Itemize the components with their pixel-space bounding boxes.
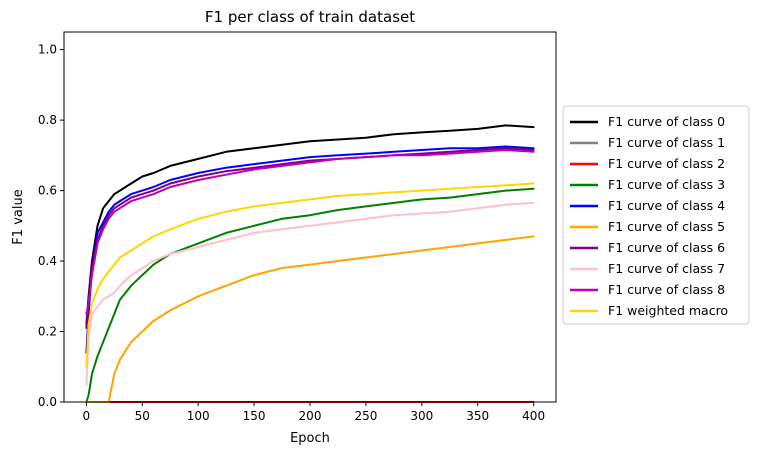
legend-box [562,105,750,325]
y-tick-label: 0.6 [38,184,57,198]
x-tick-label: 200 [299,409,322,423]
series-line-6 [85,147,535,329]
x-axis: 0 50 100 150 200 250 300 350 400 [83,402,545,423]
x-tick-label: 400 [522,409,545,423]
series-line-8 [85,149,535,315]
x-tick-label: 50 [135,409,150,423]
series-line-0 [85,124,535,326]
legend-label-5: F1 curve of class 5 [608,219,725,234]
legend-label-8: F1 curve of class 8 [608,282,725,297]
x-tick-label: 100 [187,409,210,423]
legend-label-0: F1 curve of class 0 [608,114,725,129]
chart-title: F1 per class of train dataset [205,8,415,26]
y-tick-label: 0.2 [38,325,57,339]
x-tick-label: 300 [410,409,433,423]
x-tick-label: 150 [243,409,266,423]
y-axis-label: F1 value [11,189,26,244]
series-line-3 [85,187,535,403]
y-tick-label: 0.8 [38,113,57,127]
series-line-9 [85,182,535,368]
legend-label-4: F1 curve of class 4 [608,198,725,213]
x-tick-label: 250 [354,409,377,423]
plot-lines [85,124,535,403]
legend-label-1: F1 curve of class 1 [608,135,725,150]
y-axis: 0.0 0.2 0.4 0.6 0.8 1.0 [38,43,64,409]
legend-label-6: F1 curve of class 6 [608,240,725,255]
x-tick-label: 350 [466,409,489,423]
legend-label-9: F1 weighted macro [608,303,728,318]
y-tick-label: 1.0 [38,43,57,57]
x-tick-label: 0 [83,409,91,423]
series-line-4 [85,145,535,354]
legend-label-3: F1 curve of class 3 [608,177,725,192]
legend-label-7: F1 curve of class 7 [608,261,725,276]
y-tick-label: 0.0 [38,395,57,409]
y-tick-label: 0.4 [38,254,57,268]
series-line-7 [85,201,535,386]
legend: F1 curve of class 0 F1 curve of class 1 F1… [562,105,750,325]
x-axis-label: Epoch [290,431,330,446]
plot-frame [63,31,557,403]
legend-label-2: F1 curve of class 2 [608,156,725,171]
